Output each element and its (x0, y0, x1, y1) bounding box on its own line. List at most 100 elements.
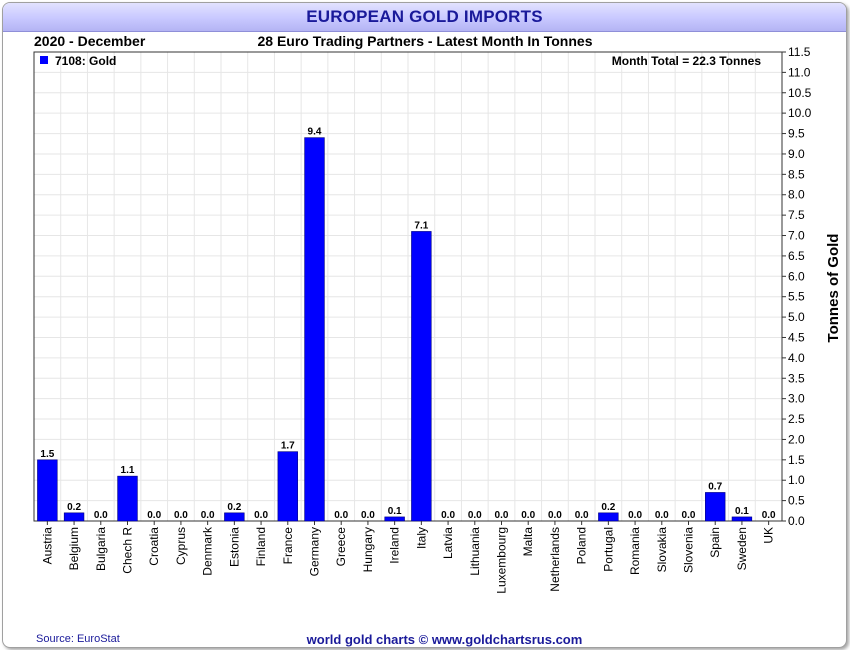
x-tick-label: Austria (40, 527, 54, 565)
bar (63, 512, 85, 522)
x-tick-label: Bulgaria (94, 527, 108, 571)
x-tick-label: France (281, 527, 295, 565)
y-tick-label: 3.0 (788, 392, 805, 406)
x-tick-label: Estonia (227, 527, 241, 567)
bar-value-label: 0.0 (174, 510, 188, 521)
y-tick-label: 6.0 (788, 269, 805, 283)
x-tick-label: Slovakia (655, 527, 669, 573)
y-tick-label: 10.0 (788, 106, 812, 120)
chart-title: EUROPEAN GOLD IMPORTS (3, 3, 846, 32)
x-tick-label: Lithuania (468, 527, 482, 576)
x-tick-label: Romania (628, 527, 642, 575)
bar-value-label: 0.0 (682, 510, 696, 521)
y-axis-title: Tonnes of Gold (825, 234, 842, 343)
bar-value-label: 0.7 (708, 481, 722, 492)
y-tick-label: 9.0 (788, 147, 805, 161)
bar-value-label: 0.0 (468, 510, 482, 521)
bar-value-label: 0.0 (762, 510, 776, 521)
x-tick-label: Ireland (388, 527, 402, 564)
x-tick-label: Greece (334, 527, 348, 567)
bar-value-label: 1.7 (281, 441, 295, 452)
y-tick-label: 7.0 (788, 229, 805, 243)
y-tick-label: 8.0 (788, 188, 805, 202)
bar-value-label: 0.2 (601, 502, 615, 513)
y-tick-label: 10.5 (788, 86, 812, 100)
y-tick-label: 0.5 (788, 494, 805, 508)
bar-value-label: 0.0 (361, 510, 375, 521)
y-tick-label: 11.5 (788, 45, 811, 59)
y-tick-label: 4.5 (788, 330, 805, 344)
y-tick-label: 4.0 (788, 351, 805, 365)
grid-lines (34, 52, 782, 521)
x-tick-label: Denmark (201, 526, 215, 576)
bar (277, 451, 298, 522)
x-tick-label: Latvia (441, 527, 455, 559)
y-tick-label: 2.5 (788, 412, 805, 426)
bar-value-label: 1.5 (40, 449, 54, 460)
bar-value-label: 0.1 (388, 506, 402, 517)
bar-value-label: 0.0 (575, 510, 589, 521)
y-tick-label: 9.5 (788, 127, 805, 141)
x-axis: Austria Belgium Bulgaria Chech R Croatia Cypr… (40, 521, 776, 594)
bar-value-label: 0.2 (227, 502, 241, 513)
chart-subtitle: 28 Euro Trading Partners - Latest Month … (257, 33, 592, 49)
bars (37, 137, 753, 522)
x-tick-label: Slovenia (682, 527, 696, 573)
bar-value-label: 0.0 (628, 510, 642, 521)
data-labels: 1.5 0.2 0.0 1.1 0.0 0.0 0.0 0.2 0.0 1.7 9.4 0.0 0.0 0… (40, 127, 776, 521)
bar-value-label: 0.0 (655, 510, 669, 521)
credit-label: world gold charts © www.goldchartsrus.co… (306, 632, 583, 647)
x-tick-label: Portugal (601, 527, 615, 572)
bar-value-label: 1.1 (121, 465, 135, 476)
bar-value-label: 0.0 (548, 510, 562, 521)
x-tick-label: Poland (575, 527, 589, 564)
bar-value-label: 0.0 (521, 510, 535, 521)
y-tick-label: 3.5 (788, 371, 805, 385)
x-tick-label: Croatia (147, 527, 161, 566)
bar-value-label: 0.0 (254, 510, 268, 521)
bar-value-label: 0.0 (334, 510, 348, 521)
bar-value-label: 0.0 (201, 510, 215, 521)
bar-value-label: 0.0 (94, 510, 108, 521)
y-tick-label: 5.5 (788, 290, 805, 304)
bar (598, 512, 619, 522)
period-label: 2020 - December (34, 33, 146, 49)
y-tick-label: 8.5 (788, 167, 805, 181)
y-tick-label: 11.0 (788, 65, 811, 79)
bar (384, 516, 405, 522)
legend-label: 7108: Gold (55, 54, 116, 68)
x-tick-label: Italy (414, 527, 428, 549)
bar-value-label: 0.1 (735, 506, 749, 517)
legend-swatch (40, 56, 48, 64)
x-tick-label: Hungary (361, 527, 375, 572)
x-tick-label: Germany (308, 527, 322, 576)
source-label: Source: EuroStat (36, 633, 120, 645)
bar-value-label: 0.2 (67, 502, 81, 513)
x-tick-label: Chech R (121, 527, 135, 574)
bar-value-label: 9.4 (308, 127, 322, 138)
x-tick-label: Finland (254, 527, 268, 566)
bar (411, 231, 432, 522)
bar (117, 475, 138, 522)
gold-imports-bar-chart: 1.5 0.2 0.0 1.1 0.0 0.0 0.0 0.2 0.0 1.7 9.4 0.0 0.0 0… (33, 33, 842, 594)
x-tick-label: UK (762, 527, 776, 544)
bar-value-label: 0.0 (147, 510, 161, 521)
y-tick-label: 2.0 (788, 432, 805, 446)
bar-value-label: 0.0 (441, 510, 455, 521)
y-tick-label: 1.0 (788, 473, 805, 487)
x-tick-label: Malta (521, 527, 535, 557)
bar (731, 516, 753, 522)
bar (304, 137, 325, 522)
y-axis: 0.0 0.5 1.0 1.5 2.0 2.5 3.0 3.5 4.0 4.5 5.0 5.5 6.0 6… (782, 45, 812, 528)
x-tick-label: Netherlands (548, 527, 562, 592)
y-tick-label: 7.5 (788, 208, 805, 222)
bar (705, 492, 726, 522)
y-tick-label: 5.0 (788, 310, 805, 324)
x-tick-label: Cyprus (174, 527, 188, 565)
bar (37, 459, 58, 522)
bar (224, 512, 245, 522)
y-tick-label: 0.0 (788, 514, 805, 528)
x-tick-label: Belgium (67, 527, 81, 570)
plot-area (33, 51, 783, 522)
